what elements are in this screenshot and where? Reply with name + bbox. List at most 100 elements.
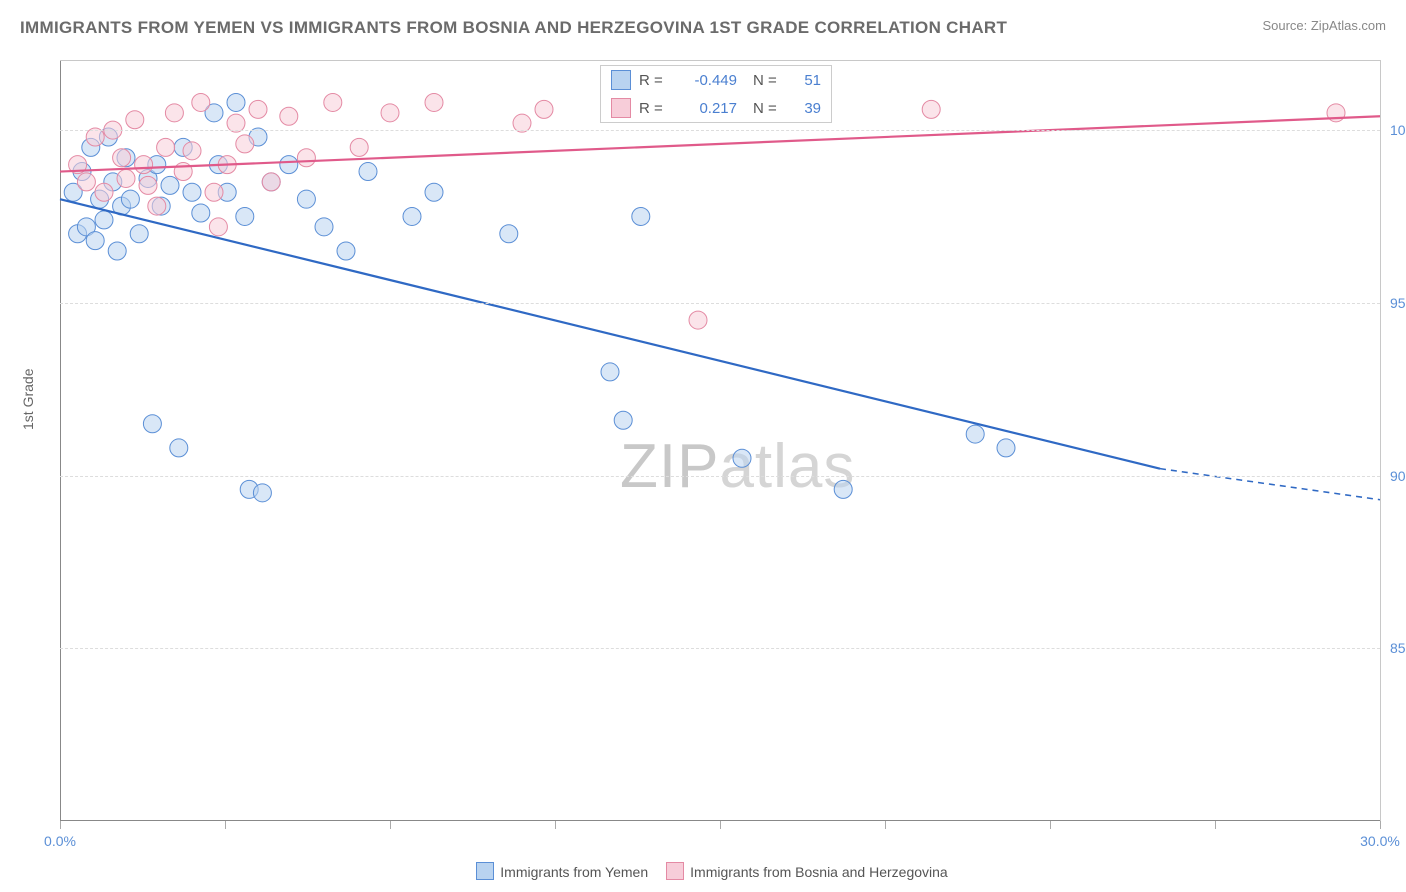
scatter-point bbox=[205, 183, 223, 201]
stats-n-label: N = bbox=[753, 72, 783, 89]
plot-svg bbox=[60, 61, 1380, 821]
stats-swatch bbox=[611, 70, 631, 90]
gridline bbox=[60, 648, 1380, 649]
scatter-point bbox=[253, 484, 271, 502]
scatter-point bbox=[165, 104, 183, 122]
gridline bbox=[60, 303, 1380, 304]
scatter-point bbox=[337, 242, 355, 260]
correlation-stats-box: R = -0.449 N = 51 R = 0.217 N = 39 bbox=[600, 65, 832, 123]
scatter-point bbox=[157, 138, 175, 156]
x-tick bbox=[225, 821, 226, 829]
stats-r-label: R = bbox=[639, 100, 669, 117]
scatter-point bbox=[249, 100, 267, 118]
chart-title: IMMIGRANTS FROM YEMEN VS IMMIGRANTS FROM… bbox=[20, 18, 1007, 37]
y-axis-label: 1st Grade bbox=[20, 369, 36, 430]
stats-row: R = -0.449 N = 51 bbox=[601, 66, 831, 94]
scatter-point bbox=[236, 207, 254, 225]
scatter-point bbox=[381, 104, 399, 122]
x-tick-label: 30.0% bbox=[1360, 833, 1400, 849]
scatter-point bbox=[108, 242, 126, 260]
scatter-point bbox=[236, 135, 254, 153]
scatter-point bbox=[324, 93, 342, 111]
legend-swatch bbox=[666, 862, 684, 880]
scatter-point bbox=[121, 190, 139, 208]
scatter-point bbox=[500, 225, 518, 243]
header-bar: IMMIGRANTS FROM YEMEN VS IMMIGRANTS FROM… bbox=[20, 18, 1386, 48]
stats-n-label: N = bbox=[753, 100, 783, 117]
scatter-point bbox=[315, 218, 333, 236]
legend-label: Immigrants from Yemen bbox=[500, 864, 648, 880]
stats-swatch bbox=[611, 98, 631, 118]
source-attribution: Source: ZipAtlas.com bbox=[1262, 18, 1386, 33]
scatter-point bbox=[297, 190, 315, 208]
scatter-point bbox=[403, 207, 421, 225]
scatter-point bbox=[834, 480, 852, 498]
scatter-point bbox=[262, 173, 280, 191]
scatter-point bbox=[425, 93, 443, 111]
scatter-point bbox=[126, 111, 144, 129]
scatter-point bbox=[77, 173, 95, 191]
x-tick bbox=[1215, 821, 1216, 829]
x-tick bbox=[555, 821, 556, 829]
x-tick bbox=[390, 821, 391, 829]
stats-r-label: R = bbox=[639, 72, 669, 89]
stats-n-value: 39 bbox=[791, 100, 821, 117]
scatter-point bbox=[535, 100, 553, 118]
scatter-point bbox=[183, 183, 201, 201]
scatter-point bbox=[86, 232, 104, 250]
stats-row: R = 0.217 N = 39 bbox=[601, 94, 831, 122]
x-tick bbox=[1380, 821, 1381, 829]
scatter-point bbox=[148, 197, 166, 215]
scatter-point bbox=[689, 311, 707, 329]
stats-r-value: 0.217 bbox=[677, 100, 737, 117]
x-tick bbox=[885, 821, 886, 829]
scatter-point bbox=[170, 439, 188, 457]
trend-line-extrapolated bbox=[1160, 469, 1380, 500]
scatter-point bbox=[161, 176, 179, 194]
x-tick bbox=[60, 821, 61, 829]
x-tick bbox=[720, 821, 721, 829]
scatter-point bbox=[209, 218, 227, 236]
bottom-legend: Immigrants from Yemen Immigrants from Bos… bbox=[0, 862, 1406, 880]
source-prefix: Source: bbox=[1262, 18, 1310, 33]
legend-label: Immigrants from Bosnia and Herzegovina bbox=[690, 864, 948, 880]
stats-n-value: 51 bbox=[791, 72, 821, 89]
scatter-point bbox=[280, 156, 298, 174]
trend-line bbox=[60, 199, 1160, 468]
y-tick-label: 85.0% bbox=[1390, 640, 1406, 656]
scatter-point bbox=[130, 225, 148, 243]
scatter-point bbox=[297, 149, 315, 167]
scatter-point bbox=[632, 207, 650, 225]
gridline bbox=[60, 130, 1380, 131]
scatter-point bbox=[601, 363, 619, 381]
y-tick-label: 90.0% bbox=[1390, 468, 1406, 484]
chart-plot-area: ZIPatlas R =-0.449N =51R =0.217N =39 85.… bbox=[60, 60, 1381, 821]
legend-swatch bbox=[476, 862, 494, 880]
y-tick-label: 95.0% bbox=[1390, 295, 1406, 311]
scatter-point bbox=[117, 169, 135, 187]
scatter-point bbox=[113, 149, 131, 167]
scatter-point bbox=[280, 107, 298, 125]
scatter-point bbox=[95, 211, 113, 229]
scatter-point bbox=[183, 142, 201, 160]
x-tick-label: 0.0% bbox=[44, 833, 76, 849]
stats-r-value: -0.449 bbox=[677, 72, 737, 89]
y-tick-label: 100.0% bbox=[1390, 122, 1406, 138]
scatter-point bbox=[425, 183, 443, 201]
scatter-point bbox=[139, 176, 157, 194]
gridline bbox=[60, 476, 1380, 477]
scatter-point bbox=[192, 204, 210, 222]
scatter-point bbox=[997, 439, 1015, 457]
source-name: ZipAtlas.com bbox=[1311, 18, 1386, 33]
scatter-point bbox=[614, 411, 632, 429]
scatter-point bbox=[227, 93, 245, 111]
x-tick bbox=[1050, 821, 1051, 829]
scatter-point bbox=[135, 156, 153, 174]
scatter-point bbox=[966, 425, 984, 443]
scatter-point bbox=[359, 163, 377, 181]
scatter-point bbox=[143, 415, 161, 433]
scatter-point bbox=[192, 93, 210, 111]
scatter-point bbox=[350, 138, 368, 156]
scatter-point bbox=[733, 449, 751, 467]
scatter-point bbox=[922, 100, 940, 118]
